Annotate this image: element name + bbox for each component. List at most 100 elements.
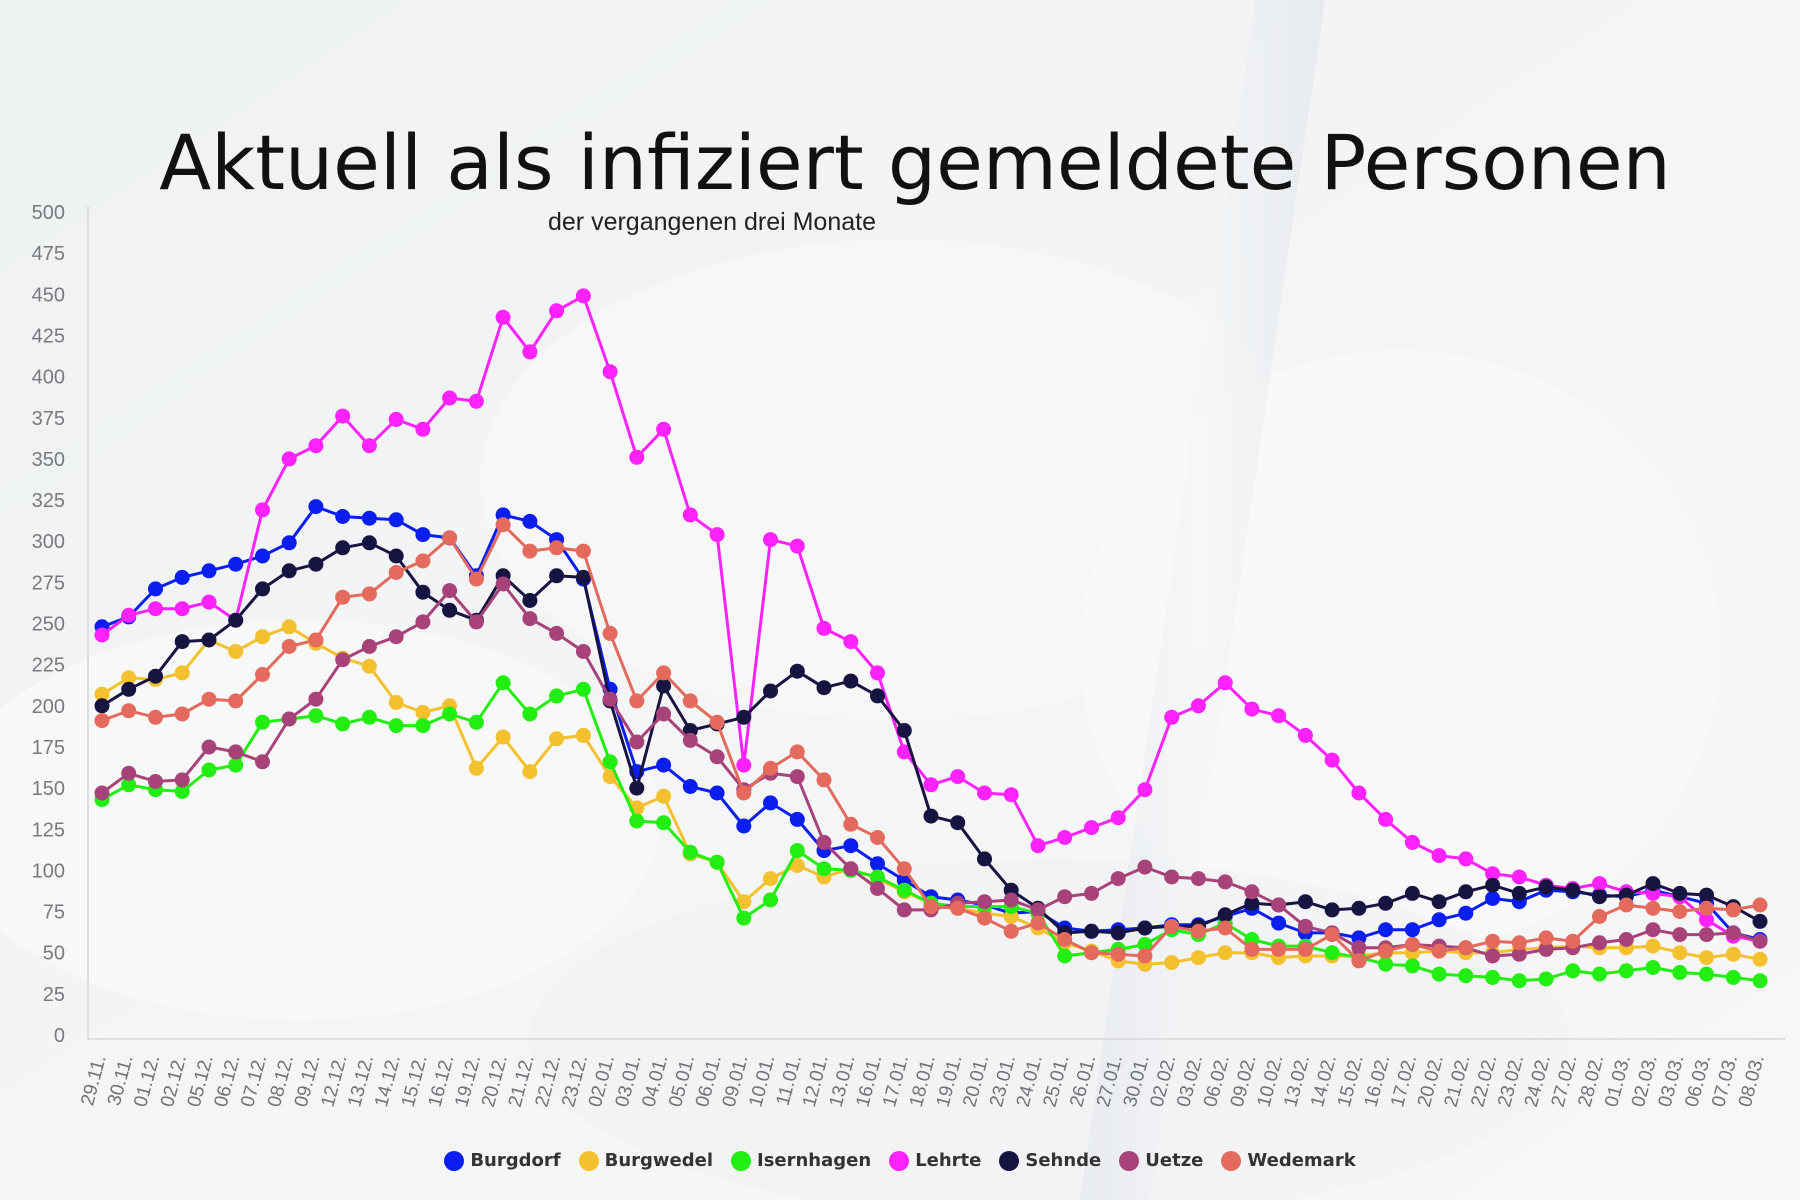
y-tick-label: 50 [43, 943, 65, 965]
data-point [977, 851, 992, 867]
data-point [308, 556, 324, 572]
data-point [923, 777, 939, 793]
data-point [174, 772, 190, 788]
data-point [1030, 838, 1046, 854]
data-point [281, 639, 297, 654]
data-point [870, 869, 885, 885]
data-point [1592, 909, 1607, 924]
data-point [201, 632, 217, 648]
data-point [896, 902, 912, 918]
data-point [950, 815, 966, 831]
data-point [1511, 885, 1527, 901]
data-point [575, 288, 591, 304]
data-point [174, 569, 190, 585]
data-point [736, 910, 752, 926]
y-tick-label: 475 [32, 243, 65, 265]
data-point [1592, 876, 1607, 892]
y-tick-label: 450 [32, 284, 65, 306]
data-point [1190, 923, 1206, 939]
data-point [1351, 953, 1367, 969]
chart-title: Aktuell als infiziert gemeldete Personen [159, 118, 1671, 207]
data-point [1725, 946, 1741, 962]
data-point [415, 614, 431, 630]
data-point [174, 783, 190, 799]
data-point [549, 625, 565, 641]
data-point [1592, 889, 1607, 905]
data-point [1458, 884, 1474, 900]
data-point [255, 548, 270, 564]
data-point [1699, 950, 1714, 966]
data-point [1057, 830, 1073, 845]
data-point [442, 530, 458, 546]
data-point [228, 757, 244, 773]
data-point [1725, 969, 1741, 985]
data-point [495, 576, 511, 592]
data-point [549, 303, 565, 319]
data-point [656, 757, 672, 773]
data-point [1137, 920, 1153, 936]
data-point [709, 714, 725, 730]
legend-item-wedemark: Wedemark [1221, 1150, 1356, 1171]
data-point [656, 421, 672, 437]
data-point [94, 785, 110, 801]
data-point [281, 535, 297, 551]
legend-item-sehnde: Sehnde [999, 1150, 1101, 1171]
data-point [495, 675, 511, 691]
y-tick-label: 125 [32, 819, 65, 841]
data-point [1752, 973, 1768, 989]
data-point [1431, 848, 1447, 864]
data-point [977, 910, 992, 926]
data-point [575, 681, 591, 697]
data-point [709, 749, 725, 765]
data-point [121, 765, 137, 781]
data-point [950, 900, 966, 916]
data-point [228, 644, 244, 659]
data-point [1672, 965, 1688, 980]
data-point [1137, 782, 1153, 798]
data-point [255, 629, 270, 645]
data-point [522, 611, 538, 627]
data-point [1511, 946, 1527, 962]
y-tick-label: 400 [32, 367, 65, 389]
data-point [335, 408, 351, 424]
data-point [682, 693, 698, 709]
data-point [1511, 869, 1527, 885]
y-tick-label: 200 [32, 696, 65, 718]
data-point [255, 754, 270, 770]
data-point [1645, 960, 1661, 975]
y-tick-label: 275 [32, 572, 65, 594]
data-point [629, 780, 645, 796]
y-tick-label: 250 [32, 614, 65, 636]
data-point [629, 734, 645, 750]
data-point [1271, 708, 1287, 724]
data-point [896, 723, 912, 738]
data-point [1271, 915, 1287, 931]
data-point [1645, 900, 1661, 916]
legend-item-lehrte: Lehrte [889, 1150, 981, 1171]
data-point [335, 652, 351, 668]
data-point [1217, 907, 1233, 923]
data-point [789, 811, 805, 827]
series-burgwedel [94, 619, 1768, 972]
data-point [255, 667, 270, 682]
data-point [1217, 675, 1233, 691]
data-point [1297, 918, 1313, 934]
data-point [361, 658, 377, 674]
data-point [1378, 956, 1394, 972]
data-point [1431, 894, 1447, 910]
data-point [789, 663, 805, 679]
data-point [1271, 941, 1287, 957]
data-point [1164, 709, 1180, 725]
data-point [923, 899, 939, 915]
data-point [763, 871, 778, 887]
data-point [148, 774, 163, 789]
data-point [522, 543, 538, 559]
data-point [228, 612, 244, 628]
data-point [335, 589, 351, 605]
data-point [736, 894, 752, 910]
series-line [101, 681, 1761, 983]
data-point [736, 785, 752, 801]
data-point [1645, 876, 1661, 892]
data-point [1190, 950, 1206, 966]
